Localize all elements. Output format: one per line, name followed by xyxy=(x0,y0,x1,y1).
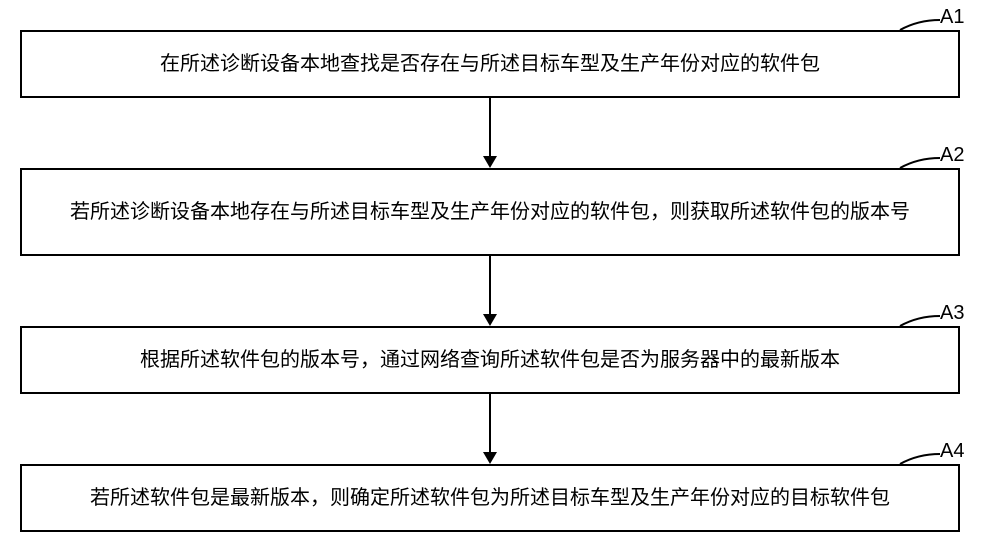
flow-arrow-head-1 xyxy=(483,156,497,168)
label-connector-2 xyxy=(896,140,968,176)
flow-arrow-head-3 xyxy=(483,452,497,464)
flow-step-a4: 若所述软件包是最新版本，则确定所述软件包为所述目标车型及生产年份对应的目标软件包 xyxy=(20,464,960,532)
flow-step-text: 在所述诊断设备本地查找是否存在与所述目标车型及生产年份对应的软件包 xyxy=(160,48,820,80)
flow-step-text: 若所述软件包是最新版本，则确定所述软件包为所述目标车型及生产年份对应的目标软件包 xyxy=(90,482,890,514)
flow-step-a2: 若所述诊断设备本地存在与所述目标车型及生产年份对应的软件包，则获取所述软件包的版… xyxy=(20,168,960,256)
label-connector-3 xyxy=(896,298,968,334)
flow-step-text: 根据所述软件包的版本号，通过网络查询所述软件包是否为服务器中的最新版本 xyxy=(140,344,840,376)
flow-arrow-1 xyxy=(489,98,491,156)
flow-arrow-2 xyxy=(489,256,491,314)
flow-step-a3: 根据所述软件包的版本号，通过网络查询所述软件包是否为服务器中的最新版本 xyxy=(20,326,960,394)
flow-step-a1: 在所述诊断设备本地查找是否存在与所述目标车型及生产年份对应的软件包 xyxy=(20,30,960,98)
flow-arrow-head-2 xyxy=(483,314,497,326)
label-connector-1 xyxy=(896,2,968,38)
flow-step-text: 若所述诊断设备本地存在与所述目标车型及生产年份对应的软件包，则获取所述软件包的版… xyxy=(70,196,910,228)
flow-arrow-3 xyxy=(489,394,491,452)
label-connector-4 xyxy=(896,436,968,472)
